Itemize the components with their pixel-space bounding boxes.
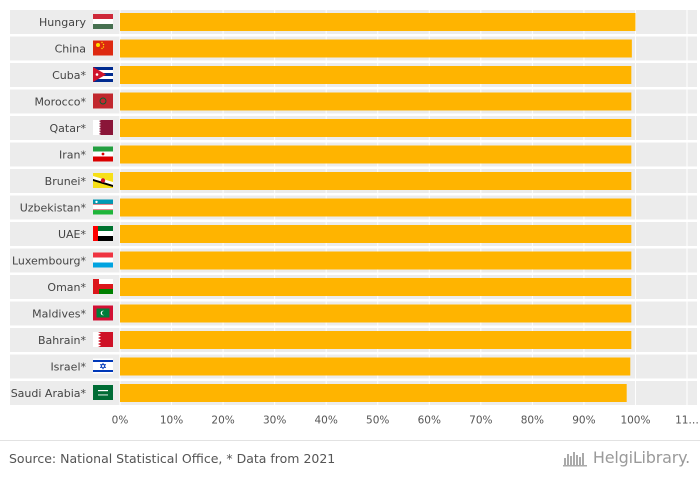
x-tick-label: 70% bbox=[469, 415, 492, 427]
brand-name: HelgiLibrary. bbox=[592, 448, 690, 467]
x-tick-label: 100% bbox=[620, 415, 650, 427]
category-label: Cuba* bbox=[52, 69, 86, 82]
x-tick-label: 30% bbox=[263, 415, 286, 427]
x-tick-label: 40% bbox=[315, 415, 338, 427]
category-label: Bahrain* bbox=[38, 334, 87, 347]
bar bbox=[120, 119, 632, 137]
qatar-flag bbox=[93, 120, 113, 135]
x-tick-label: 11… bbox=[675, 415, 699, 427]
category-label: UAE* bbox=[58, 228, 87, 241]
luxembourg-flag bbox=[93, 252, 113, 268]
cuba-flag bbox=[93, 67, 113, 82]
x-tick-label: 20% bbox=[211, 415, 234, 427]
x-tick-label: 90% bbox=[572, 415, 595, 427]
bar-chart: Hungary China Cuba* Morocco* Qatar* Iran* Brun… bbox=[10, 10, 699, 427]
bar bbox=[120, 66, 632, 84]
x-tick-label: 60% bbox=[418, 415, 441, 427]
bar bbox=[120, 251, 632, 270]
footer-divider bbox=[0, 440, 700, 441]
x-tick-label: 10% bbox=[160, 415, 183, 427]
morocco-flag bbox=[93, 93, 113, 109]
china-flag bbox=[93, 40, 113, 56]
bar bbox=[120, 331, 632, 349]
bar bbox=[120, 225, 632, 243]
category-label: Oman* bbox=[47, 281, 86, 294]
library-icon bbox=[562, 451, 587, 466]
uzbekistan-flag bbox=[93, 199, 113, 215]
category-label: Uzbekistan* bbox=[20, 202, 87, 215]
bar bbox=[120, 39, 632, 58]
category-label: Morocco* bbox=[34, 96, 86, 109]
category-label: Iran* bbox=[59, 149, 86, 162]
brand-logo: HelgiLibrary. bbox=[562, 448, 690, 467]
source-note: Source: National Statistical Office, * D… bbox=[9, 451, 336, 466]
uae-flag bbox=[93, 226, 113, 241]
category-label: Maldives* bbox=[32, 308, 86, 321]
oman-flag bbox=[93, 279, 113, 294]
category-label: China bbox=[55, 43, 86, 56]
category-label: Brunei* bbox=[45, 175, 87, 188]
bar bbox=[120, 384, 627, 402]
category-label: Hungary bbox=[39, 16, 86, 29]
bar bbox=[120, 198, 632, 217]
category-label: Qatar* bbox=[50, 122, 87, 135]
maldives-flag bbox=[93, 305, 113, 321]
bar bbox=[120, 13, 636, 31]
bar bbox=[120, 92, 632, 111]
brunei-flag bbox=[93, 173, 113, 188]
category-label: Saudi Arabia* bbox=[11, 387, 87, 400]
x-tick-label: 80% bbox=[521, 415, 544, 427]
bar bbox=[120, 172, 632, 190]
israel-flag bbox=[93, 358, 113, 374]
hungary-flag bbox=[93, 14, 113, 29]
bar bbox=[120, 357, 631, 376]
category-label: Israel* bbox=[50, 361, 86, 374]
bar bbox=[120, 304, 632, 323]
category-label: Luxembourg* bbox=[12, 255, 87, 268]
bar bbox=[120, 145, 632, 164]
bahrain-flag bbox=[93, 332, 113, 347]
bar bbox=[120, 278, 632, 296]
x-tick-label: 50% bbox=[366, 415, 389, 427]
x-tick-label: 0% bbox=[112, 415, 129, 427]
iran-flag bbox=[93, 146, 113, 162]
saudi-arabia-flag bbox=[93, 385, 113, 400]
